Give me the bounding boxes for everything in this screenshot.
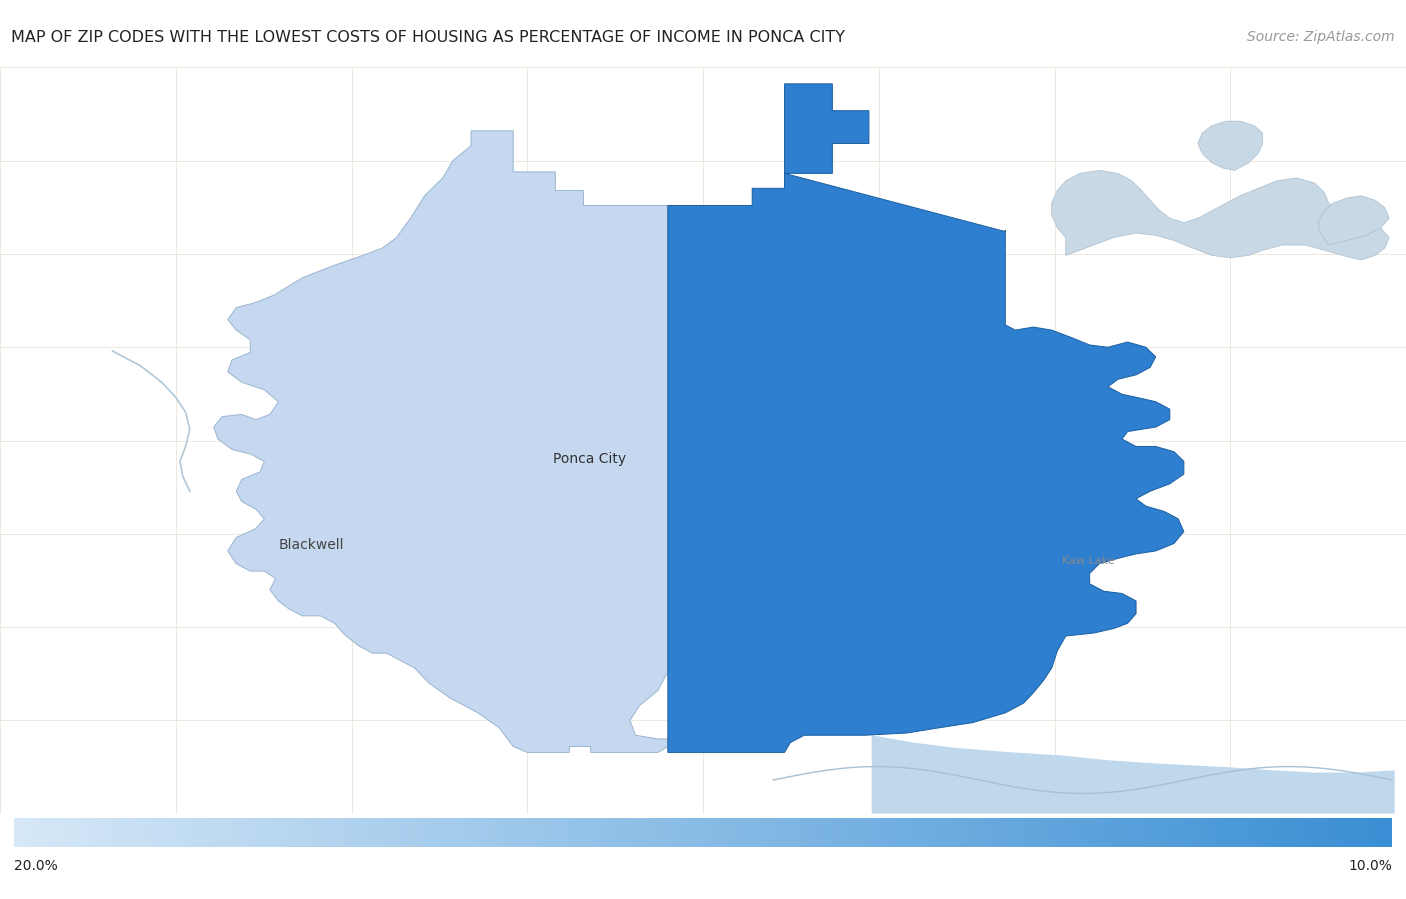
Polygon shape (214, 131, 668, 752)
Text: Source: ZipAtlas.com: Source: ZipAtlas.com (1247, 30, 1395, 44)
Text: 20.0%: 20.0% (14, 859, 58, 873)
Polygon shape (1198, 121, 1263, 171)
Polygon shape (1319, 196, 1389, 245)
Polygon shape (1052, 171, 1389, 260)
Polygon shape (872, 735, 1395, 814)
Text: MAP OF ZIP CODES WITH THE LOWEST COSTS OF HOUSING AS PERCENTAGE OF INCOME IN PON: MAP OF ZIP CODES WITH THE LOWEST COSTS O… (11, 30, 845, 45)
Text: Ponca City: Ponca City (553, 452, 626, 466)
Polygon shape (668, 84, 1184, 752)
Text: 10.0%: 10.0% (1348, 859, 1392, 873)
Text: Kaw Lake: Kaw Lake (1062, 556, 1114, 565)
Text: Blackwell: Blackwell (278, 538, 344, 552)
